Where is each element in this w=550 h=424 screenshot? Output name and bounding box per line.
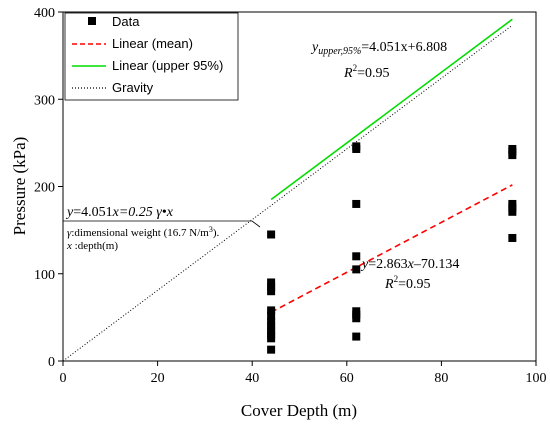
legend-label-data: Data: [112, 14, 140, 29]
legend-label-upper: Linear (upper 95%): [112, 58, 223, 73]
data-point: [508, 203, 517, 212]
x-tick-label: 0: [60, 371, 67, 386]
data-point: [267, 322, 276, 331]
gravity-equation: y=4.051x=0.25 γ•x: [65, 205, 174, 220]
y-tick-label: 400: [34, 6, 55, 21]
series-line-linear-mean: [270, 184, 513, 313]
x-tick-label: 80: [434, 371, 448, 386]
legend-label-mean: Linear (mean): [112, 36, 193, 51]
data-point: [267, 306, 276, 315]
x-axis: 0 20 40 60 80 100: [60, 361, 547, 386]
data-point: [508, 151, 517, 160]
data-point: [267, 287, 276, 296]
legend-label-gravity: Gravity: [112, 80, 154, 95]
data-point: [352, 199, 361, 208]
upper-fit-annotation: yupper,95%=4.051x+6.808 R2=0.95: [310, 40, 447, 81]
gravity-gamma-def: γ:dimensional weight (16.7 N/m3).: [67, 225, 219, 239]
y-tick-label: 200: [34, 181, 55, 196]
upper-fit-r2: R2=0.95: [343, 63, 389, 81]
legend-box: [64, 12, 239, 101]
series-line-linear-upper-95: [270, 18, 513, 201]
data-point: [267, 326, 276, 335]
x-tick-label: 40: [245, 371, 259, 386]
data-point: [267, 282, 276, 291]
data-point: [352, 144, 361, 153]
mean-fit-annotation: y=2.863x–70.134 R2=0.95: [360, 257, 459, 292]
data-point: [267, 334, 276, 343]
data-point: [352, 265, 361, 274]
data-point: [267, 311, 276, 320]
data-point: [508, 207, 517, 216]
y-tick-label: 300: [34, 93, 55, 108]
legend: Data Linear (mean) Linear (upper 95%) Gr…: [64, 12, 239, 101]
x-tick-label: 60: [340, 371, 354, 386]
data-point: [267, 345, 276, 354]
data-point: [352, 252, 361, 261]
y-axis: 0 100 200 300 400: [34, 6, 63, 370]
upper-fit-equation: yupper,95%=4.051x+6.808: [310, 40, 447, 57]
series-line-gravity: [62, 24, 513, 362]
data-point: [508, 233, 517, 242]
data-point: [352, 314, 361, 323]
y-tick-label: 0: [48, 355, 55, 370]
mean-fit-equation: y=2.863x–70.134: [360, 257, 459, 272]
x-tick-label: 20: [151, 371, 165, 386]
gravity-annotation: y=4.051x=0.25 γ•x γ:dimensional weight (…: [63, 205, 261, 252]
data-point: [267, 230, 276, 239]
x-axis-label: Cover Depth (m): [241, 401, 357, 420]
data-point: [352, 332, 361, 341]
fit-lines: [62, 18, 513, 362]
data-point: [267, 278, 276, 287]
legend-marker-data: [88, 17, 96, 25]
data-point: [267, 317, 276, 326]
mean-fit-r2: R2=0.95: [384, 274, 430, 292]
gravity-x-def: x :depth(m): [66, 240, 118, 252]
x-tick-label: 100: [526, 371, 547, 386]
y-tick-label: 100: [34, 268, 55, 283]
data-points: [267, 142, 517, 354]
y-axis-label: Pressure (kPa): [10, 137, 29, 236]
